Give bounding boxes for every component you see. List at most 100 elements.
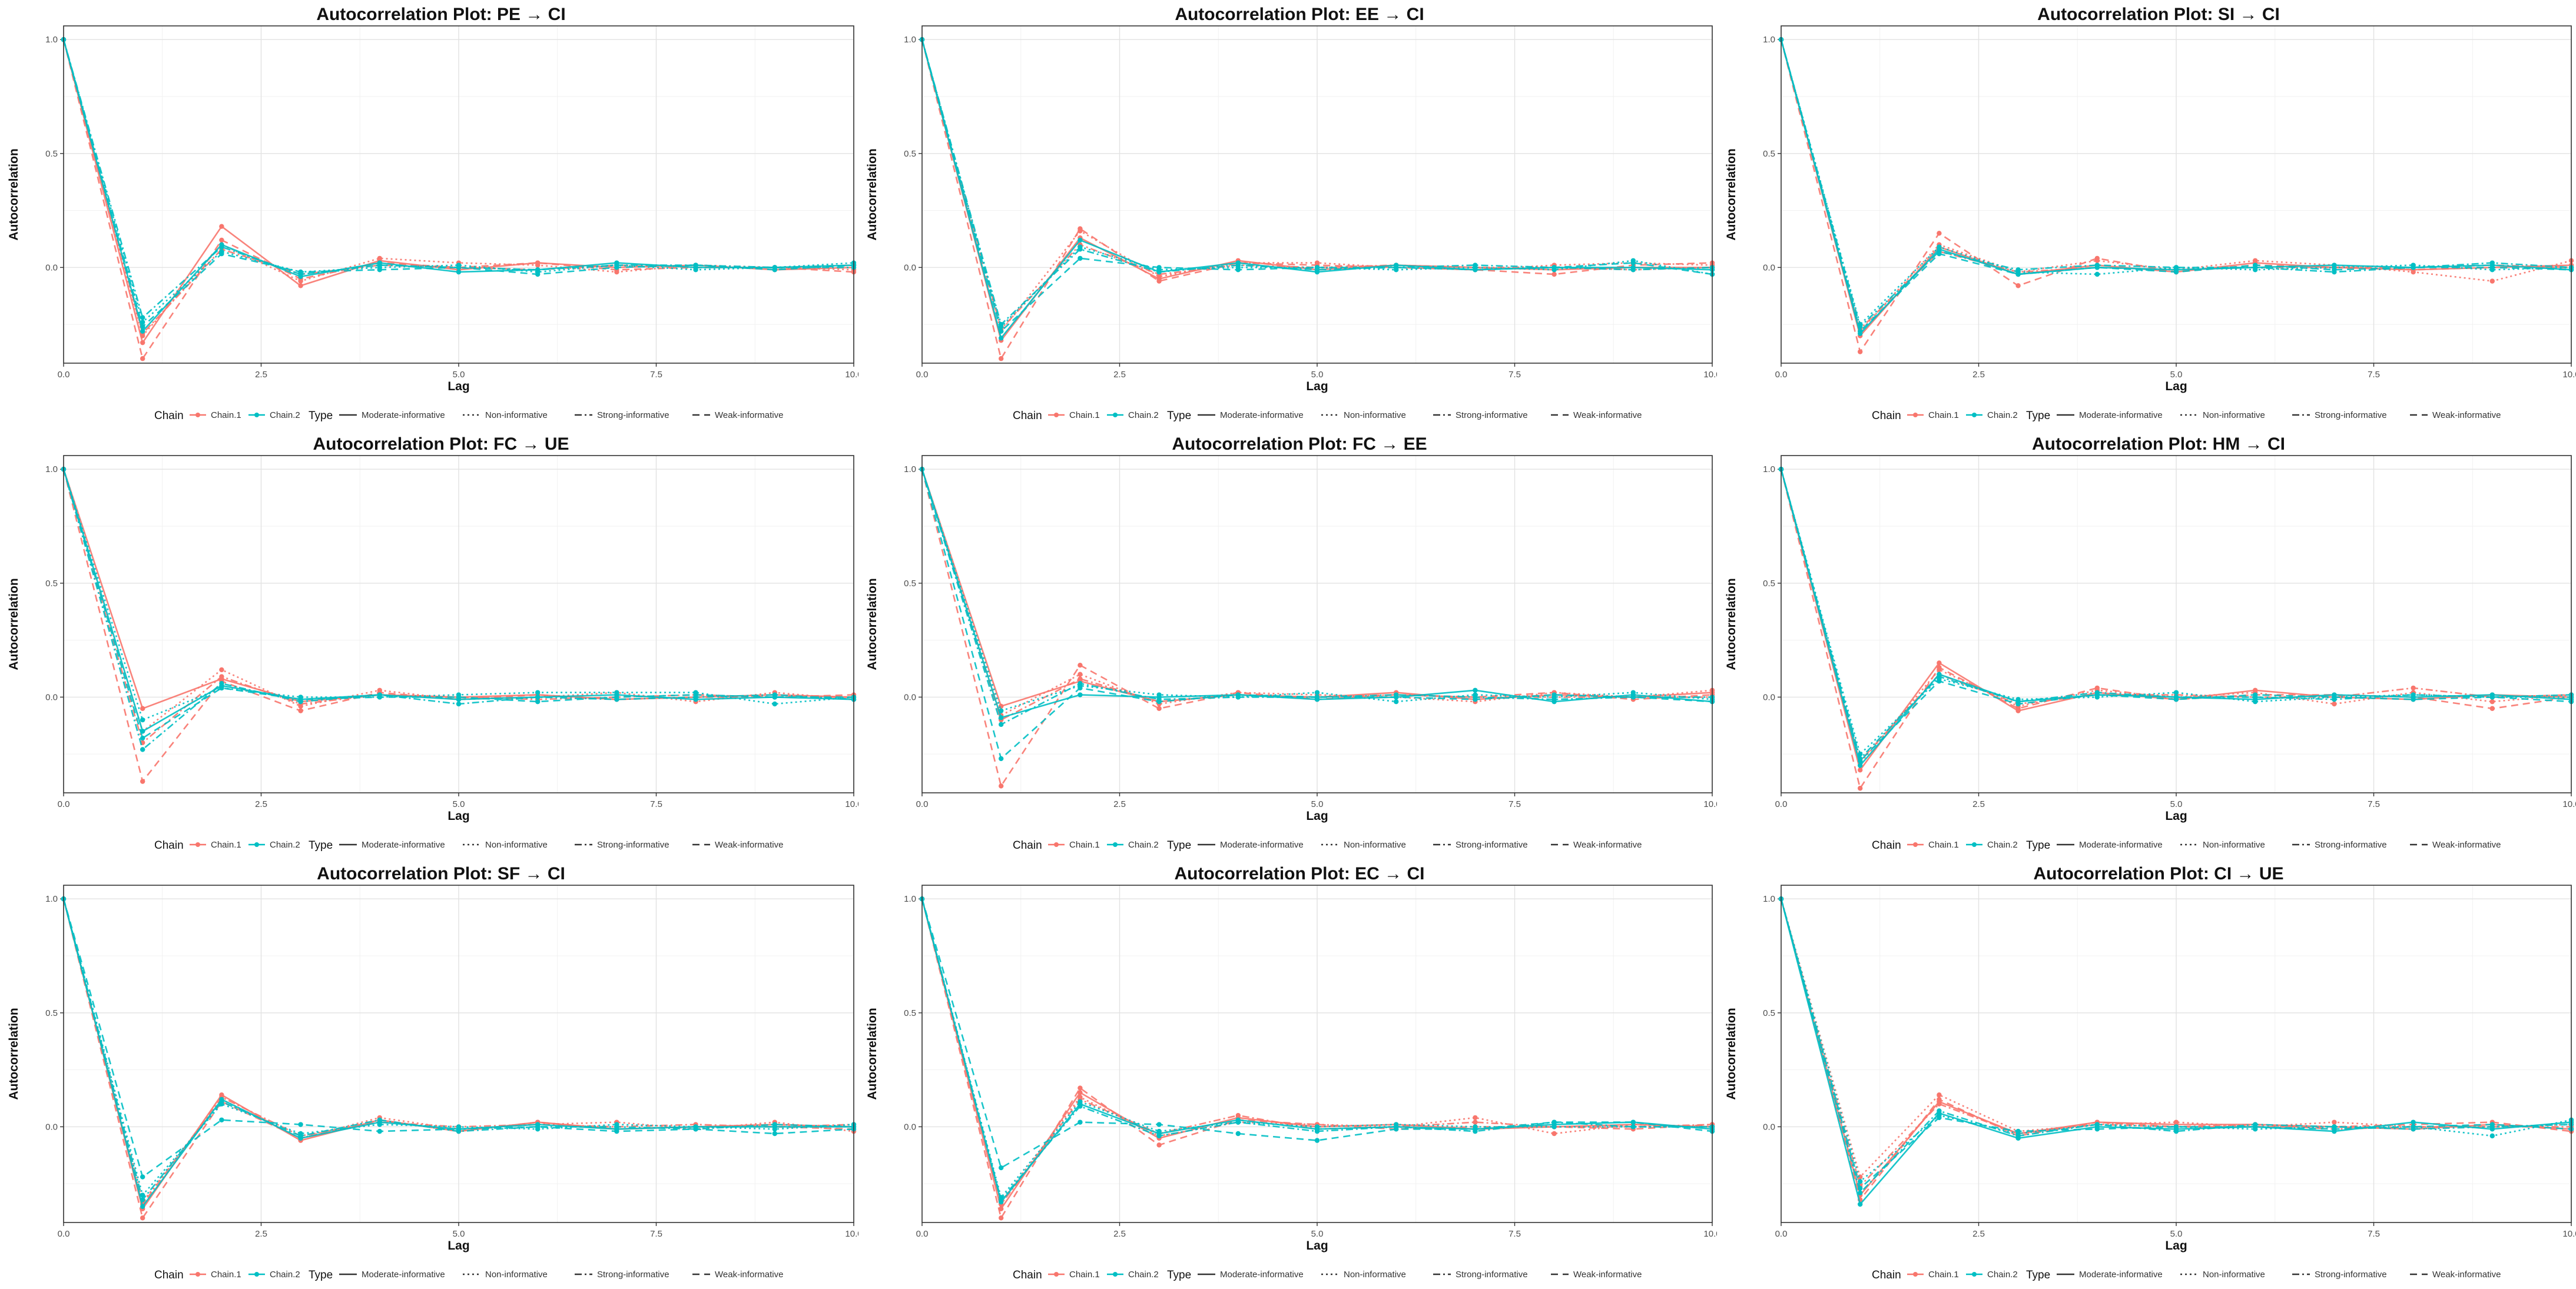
plot-border xyxy=(63,455,854,793)
y-tick-label: 1.0 xyxy=(45,464,58,474)
data-point xyxy=(614,1124,619,1129)
y-tick-label: 0.0 xyxy=(1763,263,1775,273)
data-point xyxy=(1156,1142,1162,1148)
x-tick-label: 10.0 xyxy=(845,799,858,809)
x-tick-label: 7.5 xyxy=(1509,370,1521,380)
x-axis-title: Lag xyxy=(447,1239,469,1253)
data-point xyxy=(140,320,145,325)
data-point xyxy=(1551,692,1557,697)
data-point xyxy=(772,1127,778,1132)
x-tick-label: 2.5 xyxy=(255,799,267,809)
x-tick-label: 0.0 xyxy=(1775,799,1788,809)
data-point xyxy=(2332,267,2337,273)
data-point xyxy=(1858,786,1863,791)
autocorrelation-chart: Autocorrelation Plot: HM → CI 0.0 2.5 5.0 7.… xyxy=(1725,434,2576,852)
legend-title-type: Type xyxy=(309,1269,333,1281)
legend-key-point xyxy=(1972,842,1977,847)
data-point xyxy=(1394,699,1399,705)
chart-title: Autocorrelation Plot: FC → UE xyxy=(313,434,569,454)
legend-title-type: Type xyxy=(1167,1269,1191,1281)
series-line-chain-2-weak-informative xyxy=(921,39,1713,333)
series-line-chain-2-weak-informative xyxy=(921,898,1713,1170)
data-point xyxy=(1394,1127,1399,1132)
data-point xyxy=(1858,1185,1863,1191)
x-tick-label: 5.0 xyxy=(1311,799,1324,809)
x-tick-label: 5.0 xyxy=(453,370,465,380)
data-point xyxy=(1314,1138,1320,1143)
data-point xyxy=(298,697,303,702)
data-point xyxy=(2332,1127,2337,1132)
data-point xyxy=(2253,1124,2258,1129)
data-point xyxy=(2411,1124,2416,1129)
x-tick-label: 0.0 xyxy=(58,1229,70,1239)
data-point xyxy=(140,747,145,752)
legend-label-type: Non-informative xyxy=(1344,840,1406,850)
legend-title-type: Type xyxy=(309,839,333,852)
data-point xyxy=(772,701,778,707)
data-point xyxy=(2173,265,2179,270)
x-tick-label: 2.5 xyxy=(255,1229,267,1239)
legend-title-type: Type xyxy=(2026,1269,2050,1281)
data-point xyxy=(1858,1179,1863,1184)
data-point xyxy=(140,1197,145,1202)
data-point xyxy=(456,701,462,707)
legend-label-chain: Chain.2 xyxy=(1987,840,2018,850)
data-point xyxy=(2489,260,2495,265)
x-tick-label: 0.0 xyxy=(58,799,70,809)
data-point xyxy=(999,756,1004,762)
data-point xyxy=(1394,265,1399,270)
legend: Chain Chain.1 Chain.2 Type Moderate-informat… xyxy=(1013,839,1642,852)
data-point xyxy=(999,722,1004,727)
data-point xyxy=(140,1204,145,1210)
legend-label-type: Weak-informative xyxy=(2432,840,2501,850)
chart-title: Autocorrelation Plot: FC → EE xyxy=(1172,434,1427,454)
legend-label-chain: Chain.1 xyxy=(1069,1270,1100,1280)
plot-border xyxy=(921,885,1713,1223)
plot-border xyxy=(921,25,1713,364)
x-tick-label: 0.0 xyxy=(1775,1229,1788,1239)
legend-key-point xyxy=(1972,413,1977,417)
x-tick-label: 10.0 xyxy=(1703,370,1717,380)
y-axis-title: Autocorrelation xyxy=(866,1008,879,1099)
y-tick-label: 0.5 xyxy=(45,1008,58,1018)
legend-label-type: Moderate-informative xyxy=(2079,1270,2163,1280)
chart-title: Autocorrelation Plot: EC → CI xyxy=(1174,864,1424,883)
data-point xyxy=(2253,699,2258,705)
x-tick-label: 0.0 xyxy=(1775,370,1788,380)
data-point xyxy=(1156,269,1162,275)
data-point xyxy=(377,267,382,273)
legend-label-chain: Chain.1 xyxy=(211,840,241,850)
x-tick-label: 0.0 xyxy=(916,1229,929,1239)
legend: Chain Chain.1 Chain.2 Type Moderate-informat… xyxy=(1013,410,1642,422)
data-point xyxy=(693,267,698,273)
data-point xyxy=(535,699,541,705)
data-point xyxy=(456,695,462,700)
data-point xyxy=(219,1099,224,1105)
data-point xyxy=(377,263,382,268)
legend-title-chain: Chain xyxy=(1013,839,1042,852)
data-point xyxy=(140,779,145,784)
y-tick-label: 0.5 xyxy=(45,149,58,159)
legend-label-type: Non-informative xyxy=(485,840,548,850)
legend-label-type: Moderate-informative xyxy=(362,1270,445,1280)
data-point xyxy=(1937,1101,1942,1107)
data-point xyxy=(219,680,224,686)
data-point xyxy=(2332,701,2337,707)
legend-label-type: Strong-informative xyxy=(1456,1270,1528,1280)
y-tick-label: 1.0 xyxy=(904,894,916,904)
x-tick-label: 10.0 xyxy=(845,370,858,380)
legend-label-chain: Chain.1 xyxy=(1069,410,1100,420)
x-tick-label: 2.5 xyxy=(1113,1229,1126,1239)
x-tick-label: 10.0 xyxy=(2562,1229,2576,1239)
legend-label-chain: Chain.1 xyxy=(1928,840,1959,850)
data-point xyxy=(1235,1119,1241,1125)
legend-title-chain: Chain xyxy=(1013,1269,1042,1281)
data-point xyxy=(1156,699,1162,705)
data-point xyxy=(2411,685,2416,691)
data-point xyxy=(2094,1127,2100,1132)
legend-title-chain: Chain xyxy=(1872,1269,1901,1281)
y-tick-label: 1.0 xyxy=(1763,894,1775,904)
series-line-chain-2-weak-informative xyxy=(1780,898,2572,1190)
legend-label-type: Moderate-informative xyxy=(1220,1270,1304,1280)
legend-key-point xyxy=(1113,1272,1118,1277)
